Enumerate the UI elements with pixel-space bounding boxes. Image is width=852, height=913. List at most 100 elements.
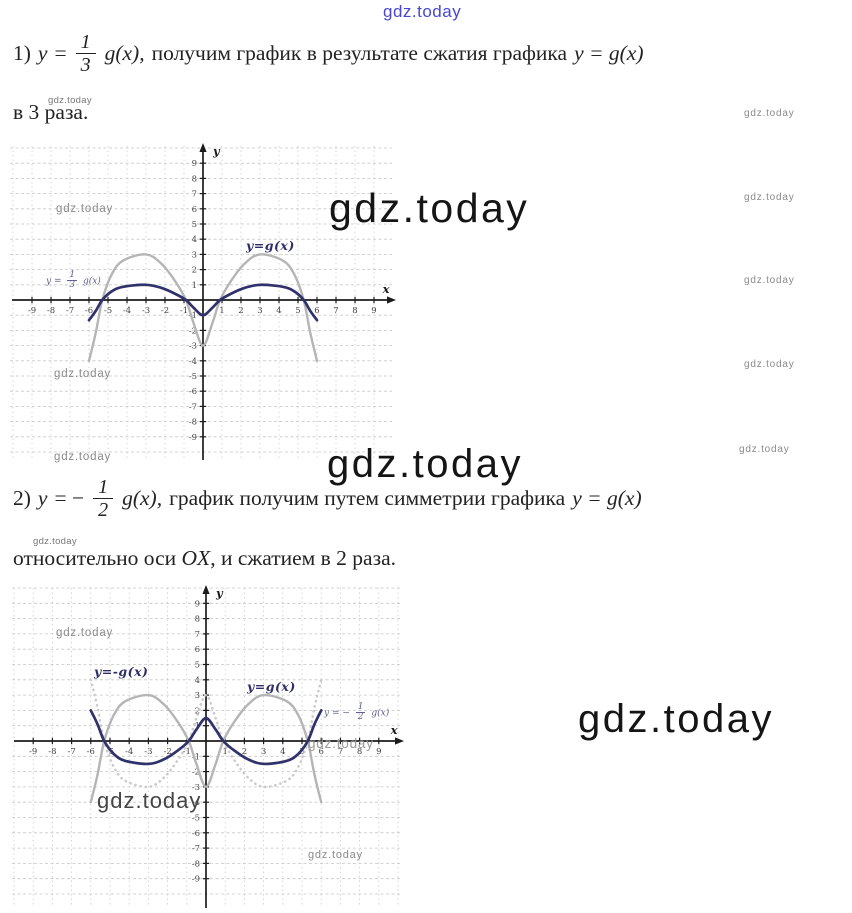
svg-text:-4: -4 xyxy=(192,798,200,808)
x-axis-label: x xyxy=(390,723,398,737)
svg-text:5: 5 xyxy=(295,306,300,316)
svg-text:-7: -7 xyxy=(66,306,74,316)
svg-text:1: 1 xyxy=(219,306,224,316)
svg-text:-9: -9 xyxy=(192,875,200,885)
y-axis-label: y xyxy=(212,144,221,158)
svg-text:5: 5 xyxy=(195,661,200,671)
svg-text:-6: -6 xyxy=(85,306,93,316)
svg-text:1: 1 xyxy=(192,281,197,291)
axes: xy xyxy=(12,143,396,460)
svg-text:-2: -2 xyxy=(189,326,197,336)
solution-1-text: получим график в результате сжатия графи… xyxy=(151,41,568,66)
svg-text:7: 7 xyxy=(333,306,338,316)
watermark: gdz.today xyxy=(54,451,112,463)
formula-tail: y = g(x) xyxy=(574,41,644,66)
watermark: gdz.today xyxy=(578,697,774,741)
svg-text:-5: -5 xyxy=(106,747,114,757)
fraction-denominator: 2 xyxy=(98,499,109,522)
curve-y=(1/3)g(x) xyxy=(87,283,319,322)
svg-text:6: 6 xyxy=(195,645,200,655)
svg-text:2: 2 xyxy=(195,706,200,716)
equals-minus-sign: = − xyxy=(54,486,85,511)
item-number: 2) xyxy=(13,486,31,511)
svg-text:-5: -5 xyxy=(189,372,197,382)
watermark: gdz.today xyxy=(744,359,795,370)
svg-text:-4: -4 xyxy=(125,747,133,757)
svg-text:1: 1 xyxy=(222,747,227,757)
watermark: gdz.today xyxy=(56,627,114,639)
curve-y=-(1/2)g(x) xyxy=(89,709,323,766)
svg-text:-1: -1 xyxy=(192,752,200,762)
svg-text:4: 4 xyxy=(276,306,281,316)
svg-text:-5: -5 xyxy=(104,306,112,316)
text-part: относительно оси xyxy=(13,546,182,570)
watermark: gdz.today xyxy=(329,185,530,231)
fraction-numerator: 1 xyxy=(75,31,96,55)
formula-var: y xyxy=(37,486,48,511)
svg-text:-1: -1 xyxy=(189,311,197,321)
solution-2-text-2: относительно оси OX, и сжатием в 2 раза. xyxy=(13,546,396,571)
svg-text:-2: -2 xyxy=(163,747,171,757)
graph-1-svg: xy-9 -8 -7 -6 -5 -4 -3 -2 -1 1 2 3 4 5 6 7 8 9987654321-1… xyxy=(10,143,396,460)
watermark: gdz.today xyxy=(327,442,523,486)
svg-text:9: 9 xyxy=(371,306,376,316)
watermark: gdz.today xyxy=(383,2,462,21)
svg-text:-4: -4 xyxy=(123,306,131,316)
svg-text:7: 7 xyxy=(195,630,200,640)
watermark: gdz.today xyxy=(97,788,202,813)
curve-y=-g(x) xyxy=(89,678,323,789)
svg-text:-6: -6 xyxy=(192,829,200,839)
watermark: gdz.today xyxy=(56,203,114,215)
curve-label: y=g(x) xyxy=(246,238,295,253)
svg-text:3: 3 xyxy=(257,306,262,316)
curve-y=g(x) xyxy=(87,253,319,362)
solution-1-text-2: в 3 раза. xyxy=(13,100,89,124)
watermark: gdz.today xyxy=(54,368,112,380)
svg-text:6: 6 xyxy=(314,306,319,316)
svg-text:6: 6 xyxy=(318,747,323,757)
svg-text:9: 9 xyxy=(376,747,381,757)
solution-2-text: график получим путем симметрии графика xyxy=(169,486,566,511)
svg-text:7: 7 xyxy=(192,190,197,200)
svg-text:4: 4 xyxy=(192,235,197,245)
svg-text:9: 9 xyxy=(192,159,197,169)
svg-text:-1: -1 xyxy=(180,306,188,316)
svg-text:-5: -5 xyxy=(192,814,200,824)
curve-label: y=g(x) xyxy=(247,679,296,694)
svg-text:4: 4 xyxy=(280,747,285,757)
svg-text:5: 5 xyxy=(299,747,304,757)
svg-text:-2: -2 xyxy=(161,306,169,316)
svg-text:3: 3 xyxy=(195,691,200,701)
svg-text:-8: -8 xyxy=(47,306,55,316)
svg-text:8: 8 xyxy=(195,615,200,625)
graph-1: x y -9 -8 -7 -6 -5 -4 -3 -2 -1 1 2 3 4 5 6 7 8 9 9 8 7 6 5 4 3 2 1 -1… xyxy=(0,138,404,470)
curve-label: y=-g(x) xyxy=(94,664,149,679)
graph-2: x y -9 -8 -7 -6 -5 -4 -3 -2 -1 1 2 3 4 5 6 7 8 9 9 8 7 6 5 4 3 2 1 -1… xyxy=(0,578,412,913)
equals-sign: = xyxy=(54,41,67,66)
svg-text:2: 2 xyxy=(238,306,243,316)
watermark: gdz.today xyxy=(744,192,795,203)
svg-text:7: 7 xyxy=(338,747,343,757)
item-number: 1) xyxy=(13,41,31,66)
svg-text:3: 3 xyxy=(261,747,266,757)
watermark: gdz.today xyxy=(48,95,92,106)
y-axis-label: y xyxy=(215,586,224,600)
axes: xy xyxy=(14,585,404,908)
svg-text:-8: -8 xyxy=(189,418,197,428)
watermark: gdz.today xyxy=(33,536,77,547)
svg-text:-7: -7 xyxy=(67,747,75,757)
svg-text:-4: -4 xyxy=(189,357,197,367)
svg-text:-6: -6 xyxy=(189,387,197,397)
svg-text:-1: -1 xyxy=(183,747,191,757)
svg-text:-3: -3 xyxy=(144,747,152,757)
graph-2-svg: xy-9 -8 -7 -6 -5 -4 -3 -2 -1 1 2 3 4 5 6 7 8 9987654321-1… xyxy=(12,585,404,908)
svg-text:-3: -3 xyxy=(192,783,200,793)
svg-text:-7: -7 xyxy=(189,402,197,412)
watermark: gdz.today xyxy=(308,849,363,861)
tick-labels: -9 -8 -7 -6 -5 -4 -3 -2 -1 1 2 3 4 5 6 7 8 9987654321-1-2… xyxy=(28,159,377,443)
